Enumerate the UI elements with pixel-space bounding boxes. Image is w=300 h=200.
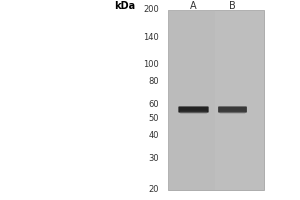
Text: 40: 40 xyxy=(148,131,159,140)
Text: 60: 60 xyxy=(148,100,159,109)
FancyBboxPatch shape xyxy=(168,10,214,190)
Text: 50: 50 xyxy=(148,114,159,123)
FancyBboxPatch shape xyxy=(168,10,264,190)
FancyBboxPatch shape xyxy=(178,106,209,113)
Text: 140: 140 xyxy=(143,33,159,42)
Text: B: B xyxy=(229,1,236,11)
Text: 30: 30 xyxy=(148,154,159,163)
Text: A: A xyxy=(190,1,197,11)
FancyBboxPatch shape xyxy=(218,106,247,113)
Text: kDa: kDa xyxy=(114,1,135,11)
Text: 200: 200 xyxy=(143,5,159,15)
Text: 80: 80 xyxy=(148,77,159,86)
FancyBboxPatch shape xyxy=(214,10,264,190)
Text: 100: 100 xyxy=(143,60,159,69)
Text: 20: 20 xyxy=(148,186,159,194)
FancyBboxPatch shape xyxy=(220,111,245,114)
FancyBboxPatch shape xyxy=(180,111,207,114)
